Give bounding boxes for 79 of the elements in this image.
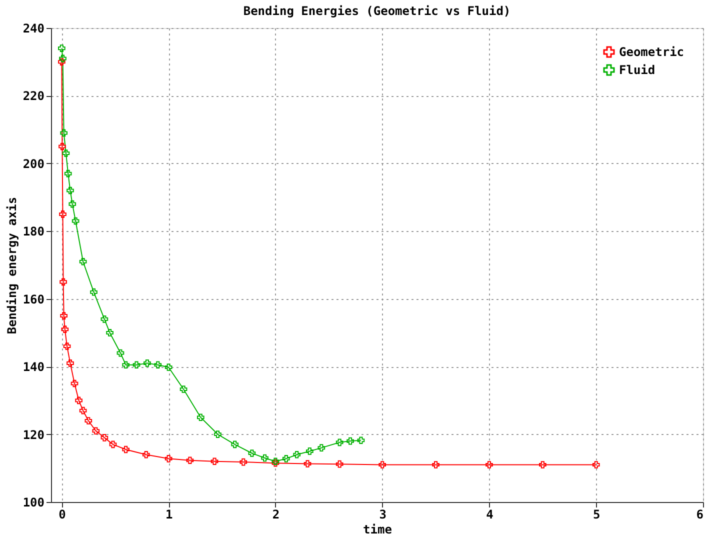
point [592, 461, 600, 468]
point [75, 396, 82, 404]
point [486, 461, 493, 468]
y-tick-label: 120 [22, 428, 44, 442]
point [60, 312, 68, 320]
y-tick-label: 100 [22, 496, 44, 510]
point [336, 438, 344, 446]
point [79, 406, 87, 414]
point [210, 458, 218, 466]
point [70, 380, 78, 388]
point [154, 361, 162, 369]
point [59, 54, 66, 62]
point [214, 430, 222, 438]
point [144, 360, 151, 367]
point [186, 456, 194, 464]
point [306, 448, 314, 455]
point [231, 440, 239, 448]
point [58, 58, 66, 66]
point [122, 446, 130, 454]
point [196, 414, 204, 422]
y-tick-label: 220 [22, 89, 44, 104]
point [66, 186, 74, 194]
x-tick-label: 4 [486, 508, 494, 522]
point [79, 258, 87, 266]
legend-label: Geometric [619, 45, 684, 59]
x-tick-label: 5 [593, 508, 600, 522]
point [539, 461, 546, 468]
point [293, 450, 300, 458]
point [116, 349, 124, 357]
point [60, 278, 67, 286]
point [336, 460, 344, 468]
point [84, 417, 92, 424]
point [100, 316, 108, 323]
point [240, 458, 248, 466]
point [282, 455, 290, 462]
y-tick-label: 140 [22, 360, 44, 374]
point [432, 461, 440, 468]
point [164, 455, 172, 462]
y-axis-title: Bending energy axis [4, 196, 19, 334]
x-tick-label: 1 [165, 508, 173, 522]
point [64, 170, 72, 178]
point [60, 129, 68, 137]
point [304, 460, 312, 468]
x-tick-label: 3 [379, 508, 386, 522]
point [61, 326, 69, 333]
point [58, 142, 66, 150]
x-tick-label: 6 [696, 508, 704, 522]
x-axis-title: time [363, 522, 392, 536]
point [248, 450, 256, 457]
point [106, 329, 114, 336]
y-tick-label: 200 [22, 156, 44, 171]
point [72, 217, 80, 225]
point [59, 210, 66, 218]
point [378, 461, 386, 468]
legend-label: Fluid [619, 63, 656, 77]
point [261, 454, 268, 462]
point [164, 364, 172, 371]
chart-title: Bending Energies (Geometric vs Fluid) [243, 4, 511, 18]
point [68, 200, 76, 208]
point [180, 386, 188, 393]
point [109, 440, 117, 448]
point [62, 150, 70, 157]
point [122, 361, 130, 369]
point [132, 361, 140, 369]
x-tick-label: 2 [272, 508, 280, 522]
point [357, 436, 365, 444]
point [100, 434, 108, 442]
y-tick-label: 160 [22, 292, 44, 306]
point [58, 44, 66, 52]
y-tick-label: 180 [22, 224, 44, 239]
y-tick-label: 240 [22, 22, 44, 36]
point [142, 450, 150, 458]
point [318, 444, 326, 452]
point [63, 342, 71, 350]
point [90, 288, 98, 296]
point [66, 360, 74, 367]
point [346, 437, 354, 445]
point [92, 427, 100, 435]
x-tick-label: 0 [58, 508, 66, 522]
